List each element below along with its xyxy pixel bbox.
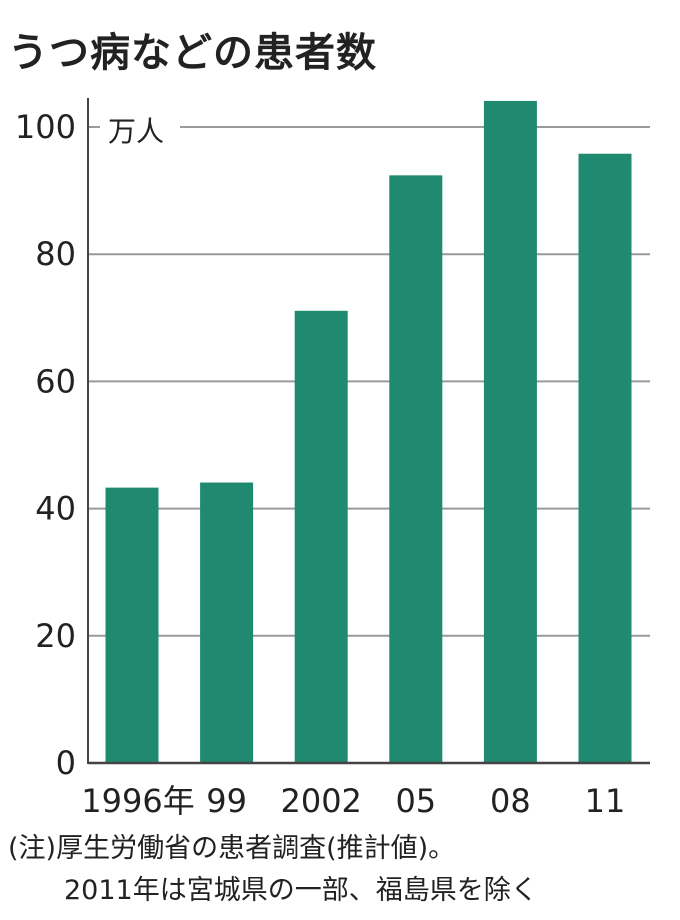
x-tick-label: 08 — [490, 782, 531, 820]
bar — [105, 487, 159, 763]
x-tick-label: 11 — [585, 782, 626, 820]
bar — [389, 175, 443, 763]
bars — [105, 100, 632, 763]
y-tick-label: 0 — [56, 744, 76, 782]
y-tick-labels: 0 20 40 60 80 100 — [15, 108, 76, 782]
y-tick-label: 80 — [35, 235, 76, 273]
chart-title: うつ病などの患者数 — [8, 30, 377, 76]
bar — [578, 153, 632, 763]
y-tick-label: 100 — [15, 108, 76, 146]
y-tick-label: 60 — [35, 362, 76, 400]
footnote-source: (注)厚生労働省の患者調査(推計値)。 — [8, 833, 456, 864]
bar — [294, 310, 348, 763]
bar — [200, 482, 254, 763]
y-tick-label: 40 — [35, 490, 76, 528]
x-tick-label: 2002 — [280, 782, 361, 820]
bar — [483, 100, 537, 763]
y-tick-label: 20 — [35, 617, 76, 655]
x-tick-labels: 1996年 99 2002 05 08 11 — [81, 782, 625, 820]
x-tick-label: 05 — [395, 782, 436, 820]
gridlines — [88, 126, 650, 637]
footnote-exclusion: 2011年は宮城県の一部、福島県を除く — [64, 875, 538, 906]
unit-label: 万人 — [108, 115, 164, 148]
unit-label-background — [100, 112, 180, 148]
x-tick-label: 99 — [206, 782, 247, 820]
x-tick-label: 1996年 — [81, 782, 194, 820]
